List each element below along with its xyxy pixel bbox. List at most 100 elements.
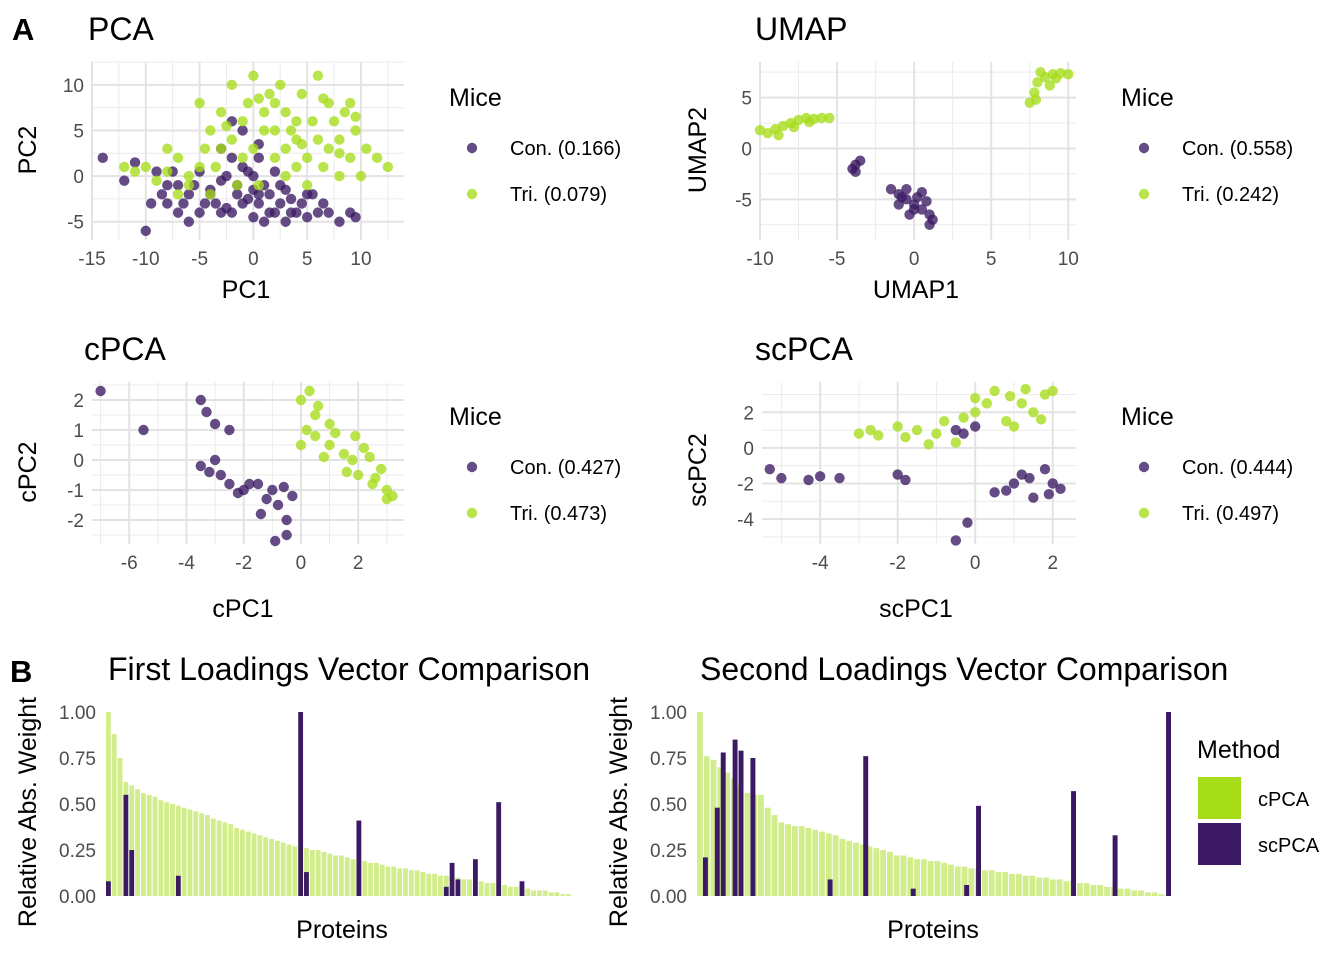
bar-cpca	[744, 792, 751, 896]
data-point	[1016, 469, 1027, 480]
data-point	[138, 424, 149, 436]
data-point	[328, 116, 340, 127]
bar-cpca	[408, 870, 414, 896]
bar-cpca	[900, 855, 907, 896]
data-point	[1024, 472, 1035, 484]
bar-cpca	[1138, 890, 1144, 896]
bar-cpca	[812, 829, 819, 896]
data-point	[97, 152, 108, 164]
x-axis-label: UMAP1	[873, 276, 959, 304]
data-point	[172, 180, 184, 191]
chart-title: First Loadings Vector Comparison	[108, 651, 590, 687]
data-point	[301, 180, 313, 191]
data-point	[183, 189, 195, 200]
bar-scpca	[298, 712, 304, 896]
data-point	[361, 143, 372, 154]
data-point	[226, 134, 238, 145]
bar-cpca	[170, 804, 175, 896]
x-tick-label: 0	[248, 249, 259, 270]
data-point	[221, 202, 232, 214]
x-tick-label: 5	[302, 249, 313, 270]
y-tick-label: 0.50	[650, 795, 687, 816]
data-point	[341, 466, 352, 478]
bar-cpca	[853, 842, 859, 896]
data-point	[226, 152, 238, 164]
data-point	[353, 469, 364, 481]
bar-cpca	[1117, 888, 1124, 896]
bar-cpca	[887, 851, 893, 896]
data-point	[253, 152, 264, 164]
series-control	[97, 116, 361, 237]
data-point	[338, 448, 350, 460]
x-tick-label: 10	[1058, 249, 1079, 270]
data-point	[814, 471, 826, 482]
bar-cpca	[432, 873, 438, 896]
data-point	[258, 216, 270, 227]
bar-cpca	[513, 886, 519, 896]
data-point	[958, 428, 969, 439]
bar-scpca	[472, 859, 478, 896]
data-point	[776, 472, 787, 484]
data-point	[324, 439, 335, 451]
bar-cpca	[368, 862, 373, 896]
chart-first_loadings: First Loadings Vector Comparison 0.00 0.25…	[14, 651, 590, 944]
bar-cpca	[414, 870, 420, 896]
y-tick-label: 5	[73, 121, 84, 142]
bar-scpca	[106, 881, 111, 896]
legend: Mice Con. (0.166) Tri. (0.079)	[449, 84, 621, 206]
bar-cpca	[927, 861, 934, 896]
data-point	[1028, 407, 1039, 418]
data-point	[900, 431, 911, 443]
data-point	[304, 385, 315, 397]
data-point	[931, 428, 942, 439]
data-point	[950, 424, 962, 436]
bar-scpca	[964, 884, 970, 896]
bar-cpca	[280, 842, 286, 896]
bar-scpca	[129, 850, 135, 896]
data-point	[296, 138, 307, 150]
data-point	[285, 207, 297, 218]
bar-cpca	[344, 857, 350, 896]
data-point	[269, 97, 281, 109]
bar-cpca	[274, 840, 280, 896]
data-point	[210, 198, 221, 209]
x-tick-label: -4	[178, 553, 195, 574]
bar-cpca	[129, 785, 135, 896]
bar-cpca	[1124, 888, 1131, 896]
data-point	[970, 407, 981, 418]
data-point	[853, 428, 865, 439]
x-tick-label: 5	[986, 249, 997, 270]
legend-key	[466, 188, 478, 200]
legend: Mice Con. (0.444) Tri. (0.497)	[1121, 403, 1293, 525]
data-point	[347, 454, 358, 466]
bar-cpca	[1002, 872, 1009, 896]
x-tick-label: -6	[121, 553, 138, 574]
data-point	[927, 214, 938, 225]
data-point	[1008, 478, 1020, 489]
data-point	[318, 161, 329, 173]
legend-title: Mice	[1121, 84, 1174, 112]
bar-cpca	[1015, 873, 1022, 896]
data-point	[272, 499, 284, 511]
y-tick-label: 1.00	[59, 703, 96, 724]
data-point	[1050, 73, 1062, 84]
bars	[697, 712, 1171, 896]
data-point	[242, 193, 254, 205]
x-axis-label: PC1	[222, 276, 271, 304]
data-point	[834, 472, 845, 484]
data-point	[364, 451, 375, 463]
data-point	[1043, 488, 1055, 500]
chart-title: cPCA	[84, 331, 166, 367]
data-point	[310, 409, 321, 421]
data-point	[140, 225, 151, 237]
bar-cpca	[764, 807, 771, 896]
legend-title: Mice	[449, 403, 502, 431]
data-point	[269, 125, 281, 136]
bar-cpca	[554, 892, 560, 896]
x-tick-label: -4	[812, 553, 829, 574]
bar-cpca	[988, 870, 995, 896]
bar-scpca	[175, 875, 181, 896]
series-control	[95, 385, 298, 547]
data-point	[962, 517, 973, 528]
bar-cpca	[117, 758, 123, 896]
